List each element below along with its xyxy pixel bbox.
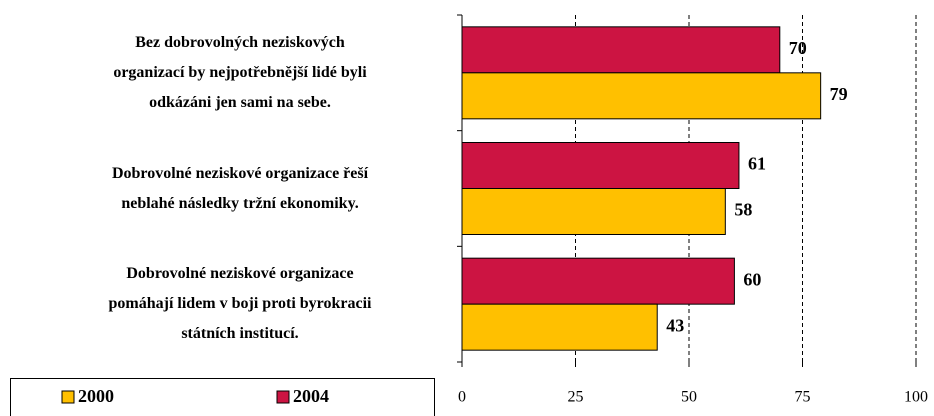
- bar: [461, 72, 822, 120]
- value-label: 58: [734, 200, 752, 220]
- value-label: 61: [748, 154, 766, 174]
- x-tick-label: 50: [681, 389, 697, 406]
- value-label: 43: [666, 315, 684, 335]
- bar: [461, 257, 735, 305]
- bar: [461, 26, 781, 74]
- category-label: Bez dobrovolných neziskových organizací …: [113, 33, 367, 111]
- value-label: 79: [830, 84, 848, 104]
- x-tick-label: 100: [904, 389, 928, 406]
- bar: [461, 142, 740, 189]
- bar: [461, 188, 726, 235]
- category-label: Dobrovolné neziskové organizace řeší neb…: [111, 164, 369, 212]
- value-label: 60: [743, 269, 761, 289]
- legend-swatch: [276, 390, 290, 404]
- category-label: Dobrovolné neziskové organizace pomáhají…: [108, 265, 372, 343]
- x-tick-label: 75: [795, 389, 811, 406]
- bar: [461, 303, 658, 351]
- value-label: 70: [789, 38, 807, 58]
- legend-swatch: [61, 390, 75, 404]
- legend-label: 2000: [78, 386, 114, 406]
- x-tick-label: 25: [568, 389, 584, 406]
- legend-label: 2004: [293, 386, 329, 406]
- x-tick-label: 0: [458, 389, 466, 406]
- legend-box: [10, 378, 435, 416]
